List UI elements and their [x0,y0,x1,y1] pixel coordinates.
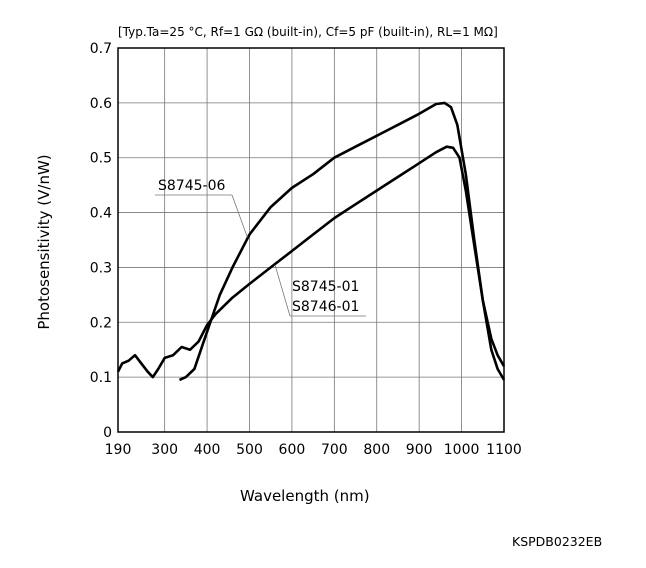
series-label: S8745-06 [158,178,225,194]
y-tick-label: 0.4 [90,206,112,222]
series-label: S8745-01 [292,279,359,295]
annotation-leader [274,264,291,317]
x-tick-label: 500 [236,442,263,458]
x-tick-label: 400 [194,442,221,458]
measurement-conditions: [Typ.Ta=25 °C, Rf=1 GΩ (built-in), Cf=5 … [118,25,498,39]
x-tick-label: 800 [363,442,390,458]
document-code: KSPDB0232EB [512,534,603,549]
annotation-leader [231,194,248,238]
y-tick-label: 0 [103,425,112,441]
x-axis-title: Wavelength (nm) [240,487,370,505]
x-tick-label: 300 [151,442,178,458]
chart-series [116,101,506,382]
axis-ticks: 190 300 400 500 600 700 800 900 1000 1100 0 0.1 0.2 0… [90,41,522,458]
x-tick-label: 600 [279,442,306,458]
series-line-2 [116,145,506,379]
plot-frame [117,47,505,433]
x-tick-label: 1100 [486,442,522,458]
y-axis-title: Photosensitivity (V/nW) [35,154,53,330]
x-tick-label: 190 [105,442,132,458]
x-tick-label: 900 [406,442,433,458]
chart-grid [118,48,504,432]
y-tick-label: 0.2 [90,315,112,331]
x-tick-label: 700 [321,442,348,458]
x-tick-label: 1000 [444,442,480,458]
y-tick-label: 0.6 [90,96,112,112]
y-tick-label: 0.1 [90,370,112,386]
series-annotations: S8745-06 S8745-01 S8746-01 [155,178,366,317]
y-tick-label: 0.5 [90,151,112,167]
y-tick-label: 0.3 [90,260,112,276]
series-label: S8746-01 [292,299,359,315]
series-line-1 [178,101,506,382]
y-tick-label: 0.7 [90,41,112,57]
